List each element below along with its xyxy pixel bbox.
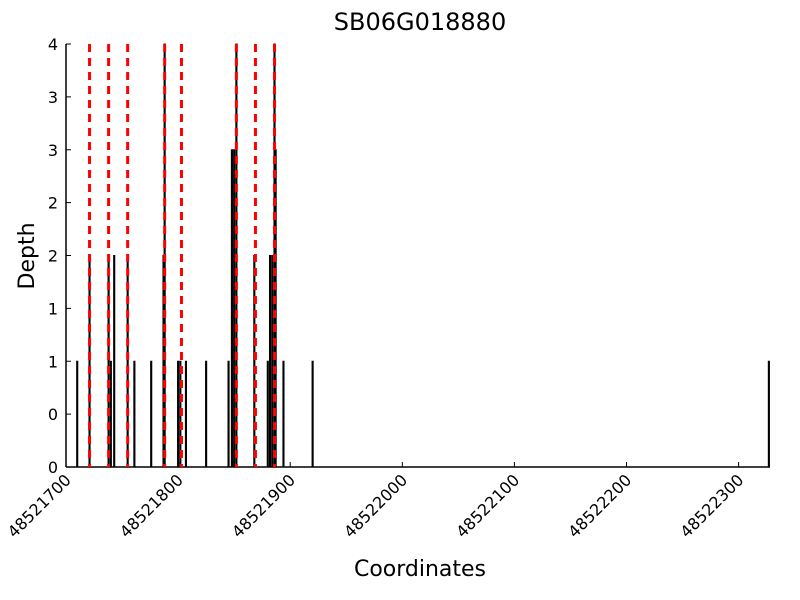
- bar: [205, 360, 208, 468]
- x-tick-label: 48522200: [564, 470, 635, 541]
- y-tick-label: 2: [48, 194, 58, 213]
- y-tick-label: 3: [48, 88, 58, 107]
- y-tick-label: 1: [48, 299, 58, 318]
- y-tick-label: 2: [48, 247, 58, 266]
- bar: [150, 360, 153, 468]
- bar: [227, 360, 230, 468]
- bar: [76, 360, 79, 468]
- bar: [133, 360, 136, 468]
- chart-title: SB06G018880: [334, 8, 506, 36]
- bar: [109, 360, 112, 468]
- bar: [230, 149, 233, 468]
- y-tick-label: 4: [48, 35, 58, 54]
- x-tick-label: 48521700: [4, 470, 75, 541]
- y-tick-label: 0: [48, 458, 58, 477]
- bar: [233, 149, 236, 468]
- bar: [271, 255, 274, 468]
- x-tick-label: 48522000: [340, 470, 411, 541]
- bar: [177, 360, 180, 468]
- bar: [113, 255, 116, 468]
- bar: [268, 255, 272, 468]
- y-tick-label: 1: [48, 352, 58, 371]
- bar: [266, 360, 269, 468]
- x-tick-label: 48522300: [676, 470, 747, 541]
- x-tick-label: 48521900: [228, 470, 299, 541]
- y-axis-label: Depth: [15, 222, 40, 289]
- bar: [282, 360, 285, 468]
- y-tick-label: 0: [48, 405, 58, 424]
- bar: [274, 149, 277, 468]
- x-tick-label: 48522100: [452, 470, 523, 541]
- x-tick-label: 48521800: [116, 470, 187, 541]
- x-axis-label: Coordinates: [354, 557, 486, 582]
- y-tick-label: 3: [48, 141, 58, 160]
- bar: [767, 360, 770, 468]
- bar: [311, 360, 314, 468]
- bar: [184, 360, 188, 468]
